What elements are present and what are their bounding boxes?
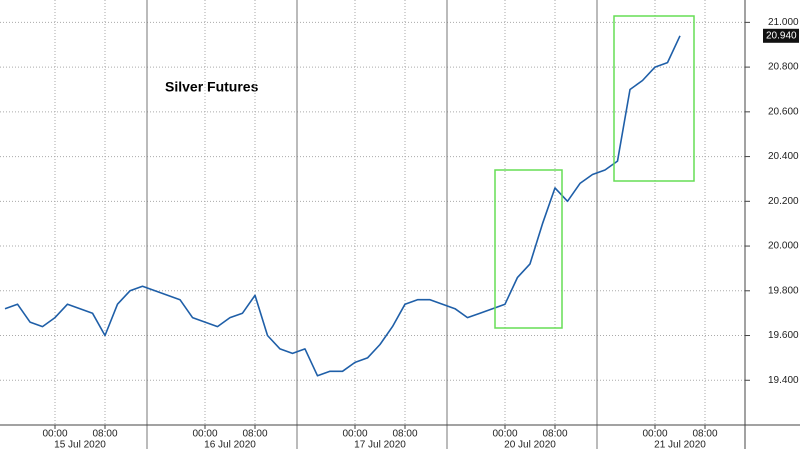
y-tick-label: 21.000: [768, 17, 799, 28]
y-tick-label: 20.000: [768, 241, 799, 252]
y-tick-label: 20.600: [768, 106, 799, 117]
x-tick-label: 08:00: [242, 429, 267, 440]
date-label: 15 Jul 2020: [54, 440, 106, 449]
x-tick-label: 00:00: [342, 429, 367, 440]
x-tick-label: 00:00: [642, 429, 667, 440]
x-tick-label: 08:00: [542, 429, 567, 440]
y-tick-label: 19.400: [768, 375, 799, 386]
chart-title: Silver Futures: [165, 79, 259, 95]
date-label: 17 Jul 2020: [354, 440, 406, 449]
y-tick-label: 20.800: [768, 62, 799, 73]
y-tick-label: 19.800: [768, 285, 799, 296]
x-tick-label: 08:00: [692, 429, 717, 440]
x-tick-label: 00:00: [492, 429, 517, 440]
x-tick-label: 08:00: [392, 429, 417, 440]
x-tick-label: 08:00: [92, 429, 117, 440]
date-label: 20 Jul 2020: [504, 440, 556, 449]
date-label: 21 Jul 2020: [654, 440, 706, 449]
highlight-box: [613, 15, 695, 182]
last-price-label: 20.940: [766, 30, 797, 41]
x-tick-label: 00:00: [192, 429, 217, 440]
x-tick-label: 00:00: [42, 429, 67, 440]
price-line: [4, 35, 681, 377]
y-tick-label: 20.400: [768, 151, 799, 162]
y-tick-label: 19.600: [768, 330, 799, 341]
y-tick-label: 20.200: [768, 196, 799, 207]
last-price-tag: [763, 28, 799, 43]
date-label: 16 Jul 2020: [204, 440, 256, 449]
highlight-box: [494, 169, 563, 329]
